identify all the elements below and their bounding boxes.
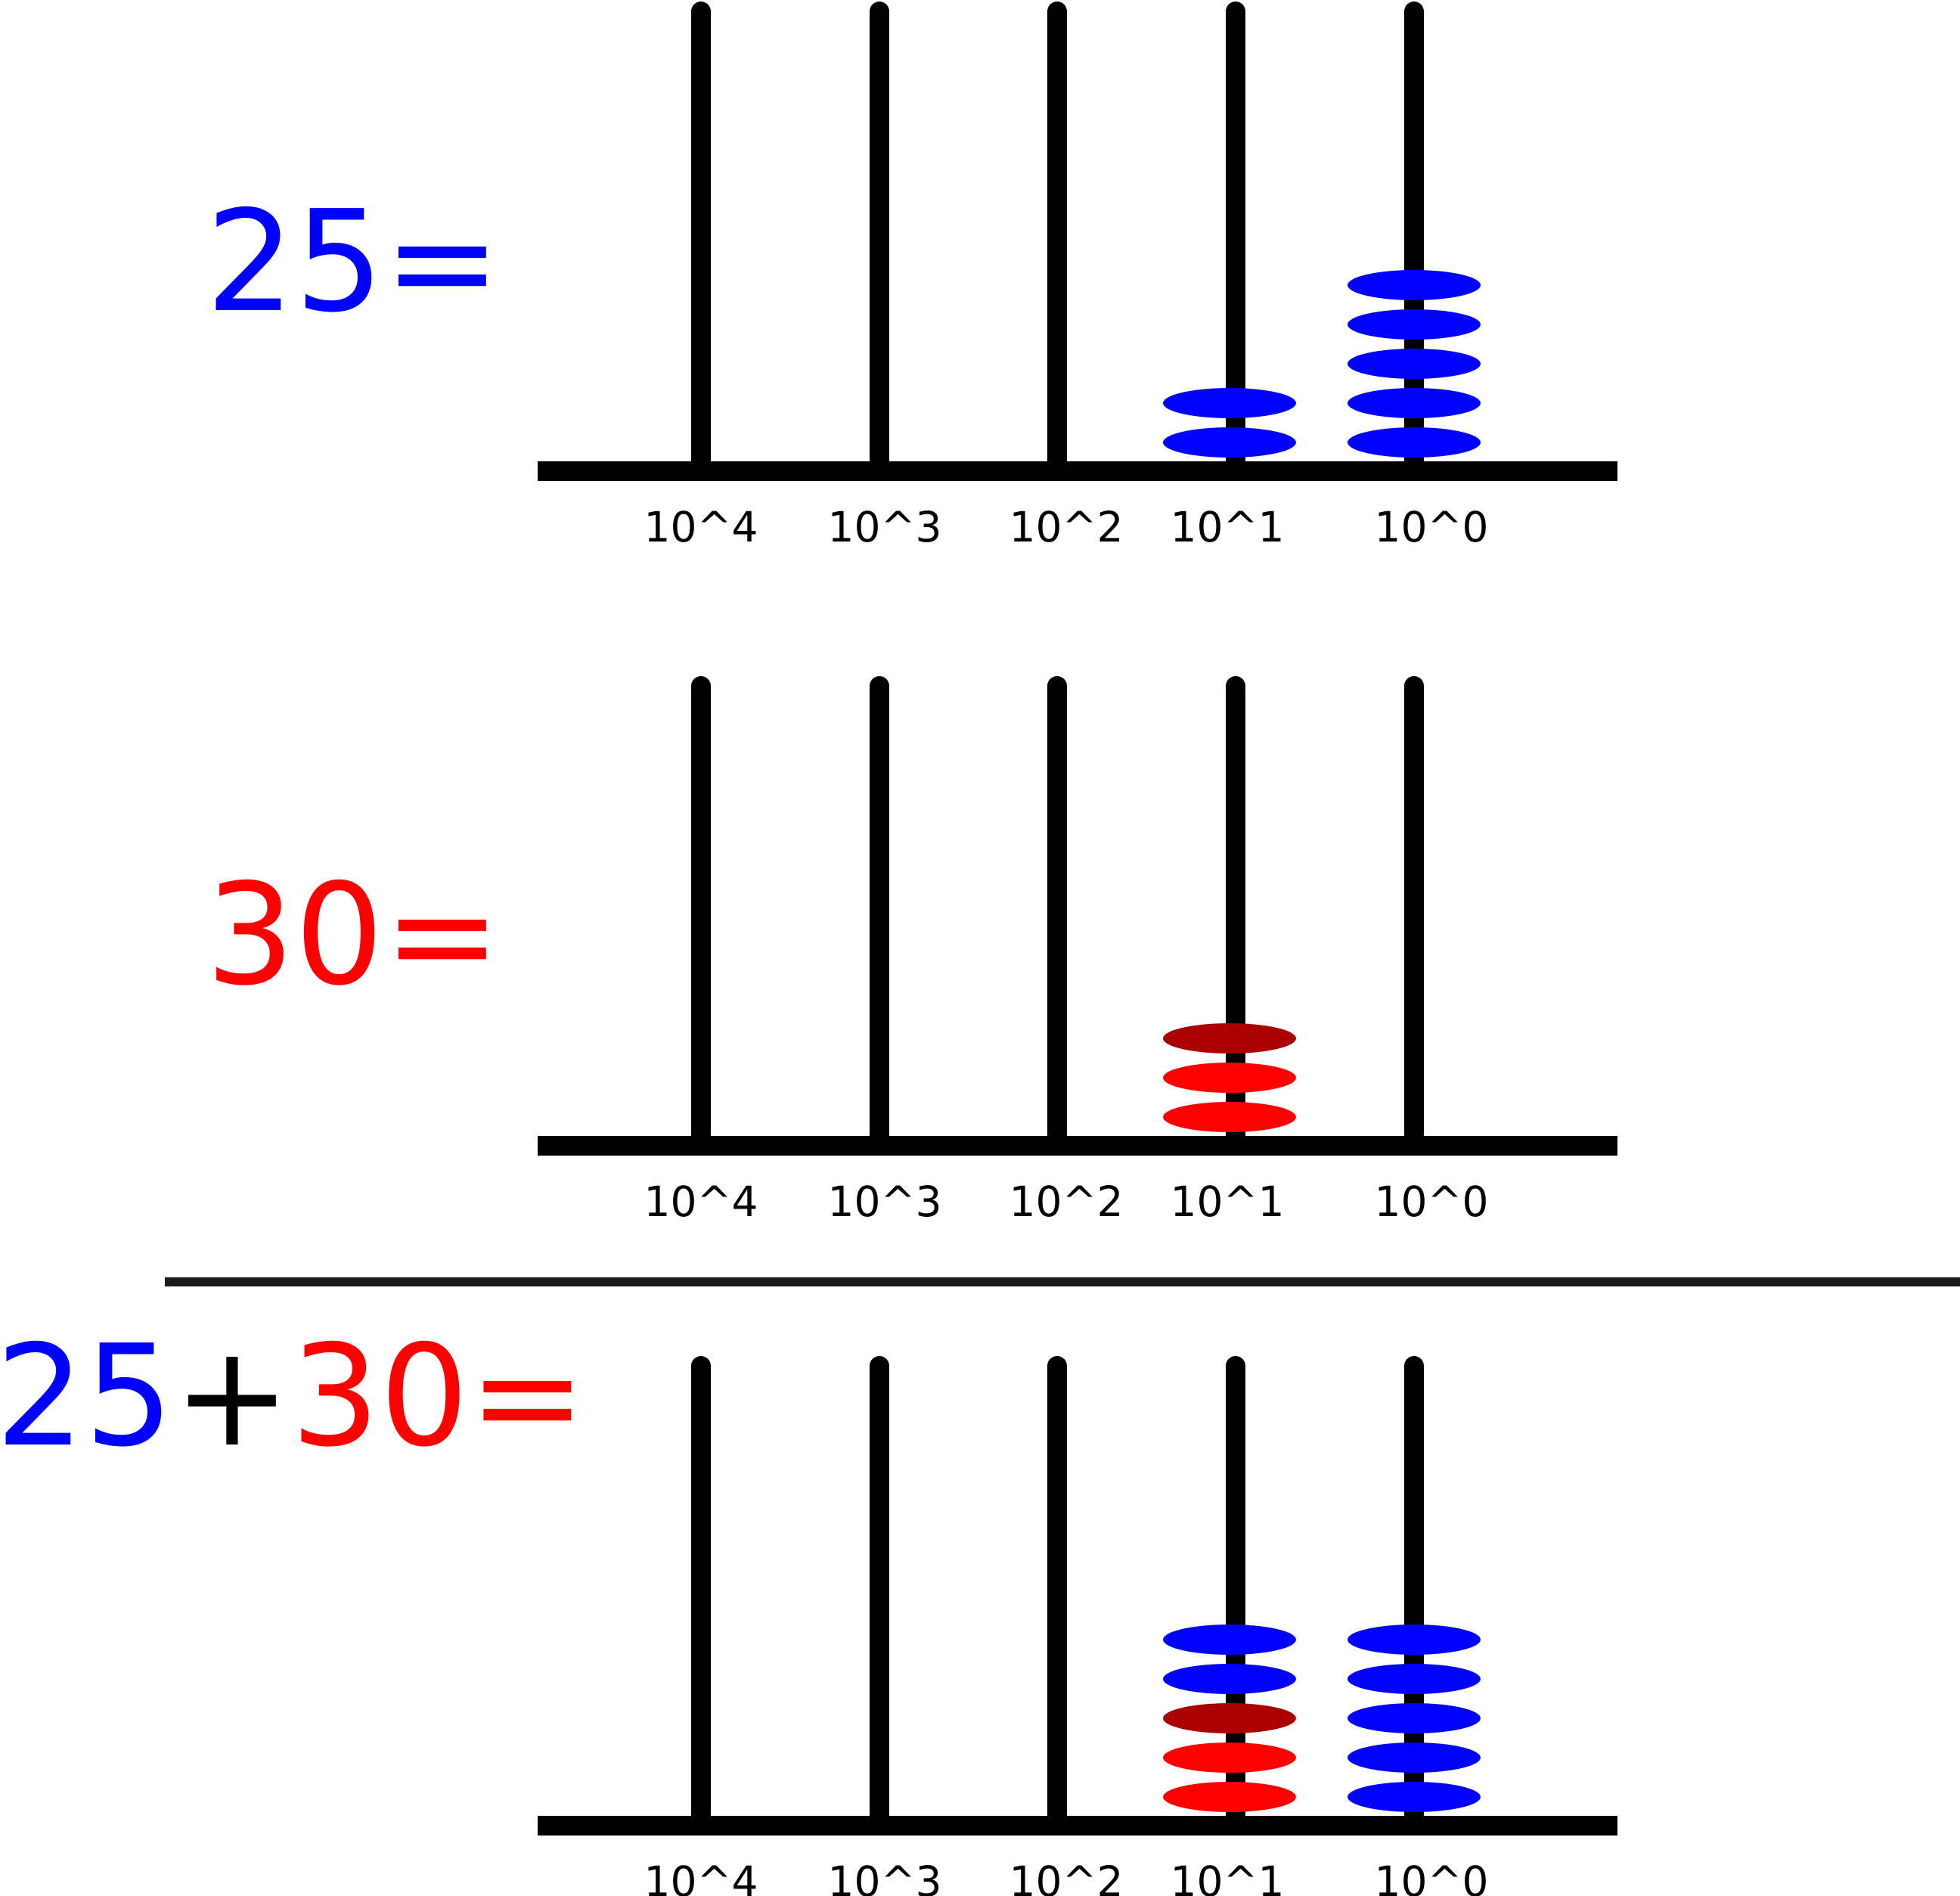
abacus-bead [1163, 1624, 1296, 1655]
place-value-label: 10^3 [827, 503, 941, 551]
panel-2-equation-equals: = [383, 853, 501, 1016]
place-value-label: 10^2 [1009, 1178, 1123, 1226]
panel-3-equation-plus: + [173, 1314, 290, 1478]
abacus-bead [1163, 1782, 1296, 1812]
place-value-label: 10^0 [1374, 1857, 1488, 1896]
panel-3-equation-equals: = [469, 1314, 586, 1478]
place-value-label: 10^2 [1009, 503, 1123, 551]
abacus-bead [1348, 1742, 1481, 1773]
panel-3-equation-second-addend: 30 [290, 1314, 468, 1478]
abacus-bead [1348, 309, 1481, 340]
abacus-bead [1163, 1102, 1296, 1132]
abacus-bead [1348, 270, 1481, 300]
place-value-label: 10^4 [644, 1857, 758, 1896]
abacus-bead [1163, 388, 1296, 418]
abacus-bead [1163, 1703, 1296, 1733]
panel-2-equation-number: 30 [206, 853, 383, 1016]
abacus-bead [1348, 1703, 1481, 1733]
abacus-bead [1348, 349, 1481, 379]
abacus-panel-2: 10^4 10^3 10^2 10^1 10^0 [538, 676, 1617, 1226]
place-value-label: 10^0 [1374, 1178, 1488, 1226]
place-value-label: 10^4 [644, 1178, 758, 1226]
abacus-bead [1348, 1664, 1481, 1694]
panel-1-equation: 25= [206, 180, 501, 343]
abacus-bead [1163, 427, 1296, 458]
place-value-label: 10^3 [827, 1178, 941, 1226]
place-value-label: 10^2 [1009, 1857, 1123, 1896]
abacus-bead [1163, 1742, 1296, 1773]
abacus-layer: 10^4 10^3 10^2 10^1 10^0 10^4 10^3 10^2 10^1 10^0… [538, 2, 1617, 1896]
abacus-bead [1163, 1664, 1296, 1694]
abacus-panel-1: 10^4 10^3 10^2 10^1 10^0 [538, 2, 1617, 551]
panel-2-equation: 30= [206, 853, 501, 1016]
place-value-label: 10^1 [1170, 503, 1284, 551]
panel-3-equation-first-addend: 25 [0, 1314, 173, 1478]
panel-1-equation-equals: = [383, 180, 501, 343]
abacus-bead [1348, 388, 1481, 418]
abacus-bead [1163, 1023, 1296, 1054]
place-value-label: 10^4 [644, 503, 758, 551]
abacus-bead [1348, 1624, 1481, 1655]
abacus-bead [1348, 1782, 1481, 1812]
panel-1-equation-number: 25 [206, 180, 383, 343]
place-value-label: 10^3 [827, 1857, 941, 1896]
abacus-panel-3: 10^4 10^3 10^2 10^1 10^0 [538, 1356, 1617, 1896]
place-value-label: 10^0 [1374, 503, 1488, 551]
panel-3-equation: 25+30= [0, 1314, 586, 1478]
place-value-label: 10^1 [1170, 1178, 1284, 1226]
abacus-bead [1348, 427, 1481, 458]
place-value-label: 10^1 [1170, 1857, 1284, 1896]
abacus-bead [1163, 1063, 1296, 1093]
